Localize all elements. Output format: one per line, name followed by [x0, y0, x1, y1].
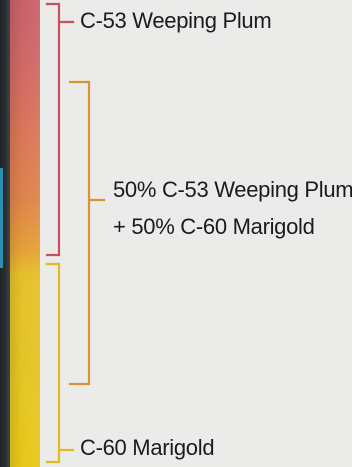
dark-edge — [0, 0, 10, 467]
mix-bracket — [68, 80, 106, 386]
color-gradient-swatch — [10, 0, 40, 467]
plum-label: C-53 Weeping Plum — [80, 8, 272, 33]
mix-label-line-2: + 50% C-60 Marigold — [113, 214, 315, 239]
edge-accent — [0, 168, 3, 268]
marigold-label: C-60 Marigold — [80, 435, 215, 460]
plum-bracket — [45, 2, 75, 257]
mix-label-line-1: 50% C-53 Weeping Plum — [113, 177, 352, 202]
marigold-bracket — [45, 262, 75, 464]
swatch-shading — [10, 0, 40, 467]
